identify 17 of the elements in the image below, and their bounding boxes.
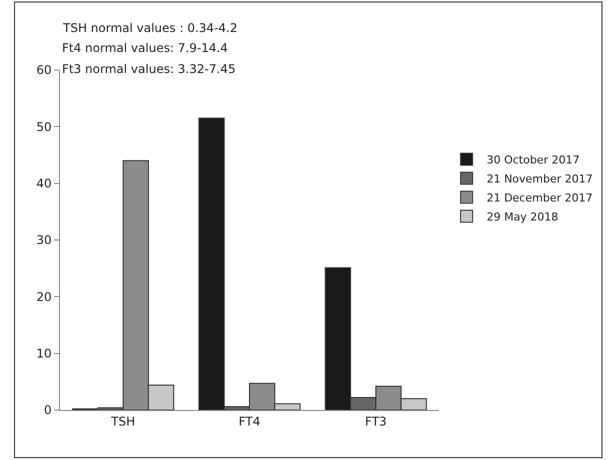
legend-label: 30 October 2017 [486, 154, 580, 167]
y-tick-label: 20 [36, 290, 52, 304]
legend-label: 21 November 2017 [486, 172, 593, 186]
x-tick-label: TSH [110, 414, 136, 428]
annotation: Ft3 normal values: 3.32-7.45 [62, 62, 236, 76]
x-tick-label: FT4 [238, 414, 260, 428]
text: Ft4 normal values: 7.9-14.4 [62, 41, 228, 55]
x-tick-label: FT3 [365, 414, 387, 428]
y-tick-label: 60 [36, 63, 52, 78]
y-tick-label: 0 [44, 403, 52, 418]
text: TSH normal values : 0.34-4.2 [62, 21, 238, 35]
legend-label: 21 December 2017 [486, 192, 593, 205]
y-tick-label: 40 [36, 176, 52, 191]
legend-label: 29 May 2018 [486, 210, 558, 224]
y-tick-label: 30 [36, 233, 52, 248]
y-tick-label: 50 [36, 120, 52, 134]
y-tick-label: 10 [36, 346, 52, 361]
